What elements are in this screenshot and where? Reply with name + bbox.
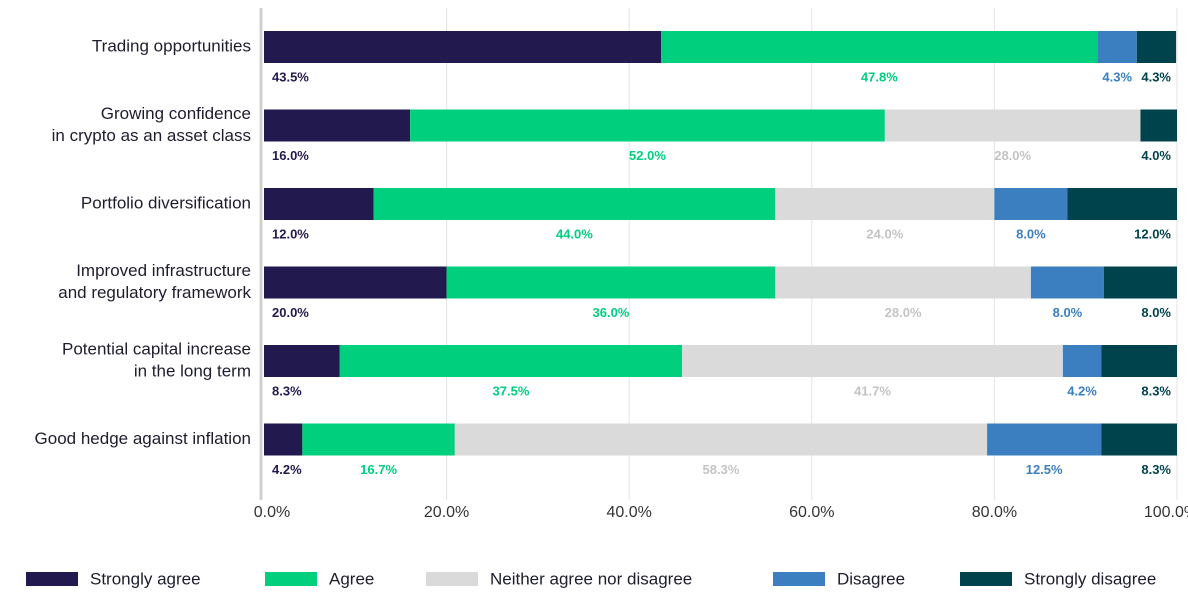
data-label: 12.0%	[272, 226, 309, 241]
data-label: 24.0%	[866, 226, 903, 241]
data-label: 12.0%	[1134, 226, 1171, 241]
bar-segment-disagree	[994, 188, 1067, 220]
category-label: and regulatory framework	[58, 283, 251, 302]
data-label: 47.8%	[861, 69, 898, 84]
data-label: 4.0%	[1141, 148, 1171, 163]
category-labels: Trading opportunities Growing confidence i…	[35, 36, 252, 448]
bar-segment-strongly-disagree	[1140, 110, 1177, 142]
data-label: 12.5%	[1026, 462, 1063, 477]
x-tick-label: 80.0%	[972, 504, 1017, 521]
data-label: 37.5%	[493, 383, 530, 398]
data-label: 44.0%	[556, 226, 593, 241]
legend-swatch-agree	[265, 572, 317, 586]
bar-segment-strongly-disagree	[1137, 31, 1176, 63]
bar-segment-neither-agree-nor-disagree	[455, 424, 987, 456]
bar-segment-agree	[447, 267, 776, 299]
legend-swatch-neither-agree-nor-disagree	[426, 572, 478, 586]
bar-segment-neither-agree-nor-disagree	[775, 267, 1031, 299]
legend-swatch-strongly-disagree	[960, 572, 1012, 586]
legend-swatch-disagree	[773, 572, 825, 586]
bar-segment-strongly-agree	[264, 31, 661, 63]
data-label: 8.3%	[1141, 462, 1171, 477]
data-label: 36.0%	[593, 305, 630, 320]
category-label: Growing confidence	[101, 104, 251, 123]
x-tick-label: 60.0%	[789, 504, 834, 521]
bar-segment-agree	[410, 110, 885, 142]
legend-label: Strongly disagree	[1024, 569, 1156, 588]
category-label: Good hedge against inflation	[35, 429, 251, 448]
bar-segment-neither-agree-nor-disagree	[682, 345, 1063, 377]
data-label: 58.3%	[703, 462, 740, 477]
category-label: Trading opportunities	[92, 36, 251, 55]
data-label: 16.0%	[272, 148, 309, 163]
data-label: 4.2%	[1067, 383, 1097, 398]
bar-segment-disagree	[1098, 31, 1137, 63]
bar-segment-disagree	[987, 424, 1101, 456]
bars: 43.5% 47.8% 4.3% 4.3% 16.0% 52.0% 28.0% 4.0% 12.…	[264, 31, 1177, 477]
x-tick-label: 100.0%	[1144, 504, 1188, 521]
legend-label: Agree	[329, 569, 374, 588]
bar-segment-agree	[661, 31, 1097, 63]
legend-label: Disagree	[837, 569, 905, 588]
x-tick-label: 20.0%	[424, 504, 469, 521]
data-label: 4.2%	[272, 462, 302, 477]
data-label: 28.0%	[885, 305, 922, 320]
data-label: 28.0%	[994, 148, 1031, 163]
legend-label: Neither agree nor disagree	[490, 569, 692, 588]
bar-segment-strongly-agree	[264, 345, 340, 377]
data-label: 41.7%	[854, 383, 891, 398]
category-label: in the long term	[134, 361, 251, 380]
data-label: 8.0%	[1053, 305, 1083, 320]
x-tick-label: 0.0%	[254, 504, 290, 521]
data-label: 8.3%	[272, 383, 302, 398]
bar-segment-agree	[374, 188, 776, 220]
data-label: 20.0%	[272, 305, 309, 320]
data-label: 52.0%	[629, 148, 666, 163]
x-tick-label: 40.0%	[607, 504, 652, 521]
data-label: 4.3%	[1102, 69, 1132, 84]
bar-segment-strongly-disagree	[1104, 267, 1177, 299]
category-label: Portfolio diversification	[81, 193, 251, 212]
data-label: 8.3%	[1141, 383, 1171, 398]
bar-segment-neither-agree-nor-disagree	[775, 188, 994, 220]
category-label: Potential capital increase	[62, 339, 251, 358]
data-label: 4.3%	[1141, 69, 1171, 84]
category-label: in crypto as an asset class	[52, 126, 251, 145]
bar-segment-agree	[340, 345, 682, 377]
bar-segment-disagree	[1063, 345, 1101, 377]
bar-segment-strongly-disagree	[1101, 345, 1177, 377]
bar-segment-strongly-agree	[264, 424, 302, 456]
bar-segment-disagree	[1031, 267, 1104, 299]
bar-segment-strongly-disagree	[1067, 188, 1177, 220]
bar-segment-strongly-agree	[264, 110, 410, 142]
category-label: Improved infrastructure	[76, 261, 251, 280]
bar-segment-strongly-agree	[264, 188, 374, 220]
legend-label: Strongly agree	[90, 569, 201, 588]
data-label: 8.0%	[1016, 226, 1046, 241]
bar-segment-neither-agree-nor-disagree	[885, 110, 1141, 142]
bar-segment-strongly-disagree	[1101, 424, 1177, 456]
bar-segment-agree	[302, 424, 454, 456]
x-axis-ticks: 0.0% 20.0% 40.0% 60.0% 80.0% 100.0%	[254, 504, 1188, 521]
legend: Strongly agree Agree Neither agree nor dis…	[26, 569, 1156, 588]
data-label: 16.7%	[360, 462, 397, 477]
legend-swatch-strongly-agree	[26, 572, 78, 586]
data-label: 43.5%	[272, 69, 309, 84]
data-label: 8.0%	[1141, 305, 1171, 320]
bar-segment-strongly-agree	[264, 267, 447, 299]
